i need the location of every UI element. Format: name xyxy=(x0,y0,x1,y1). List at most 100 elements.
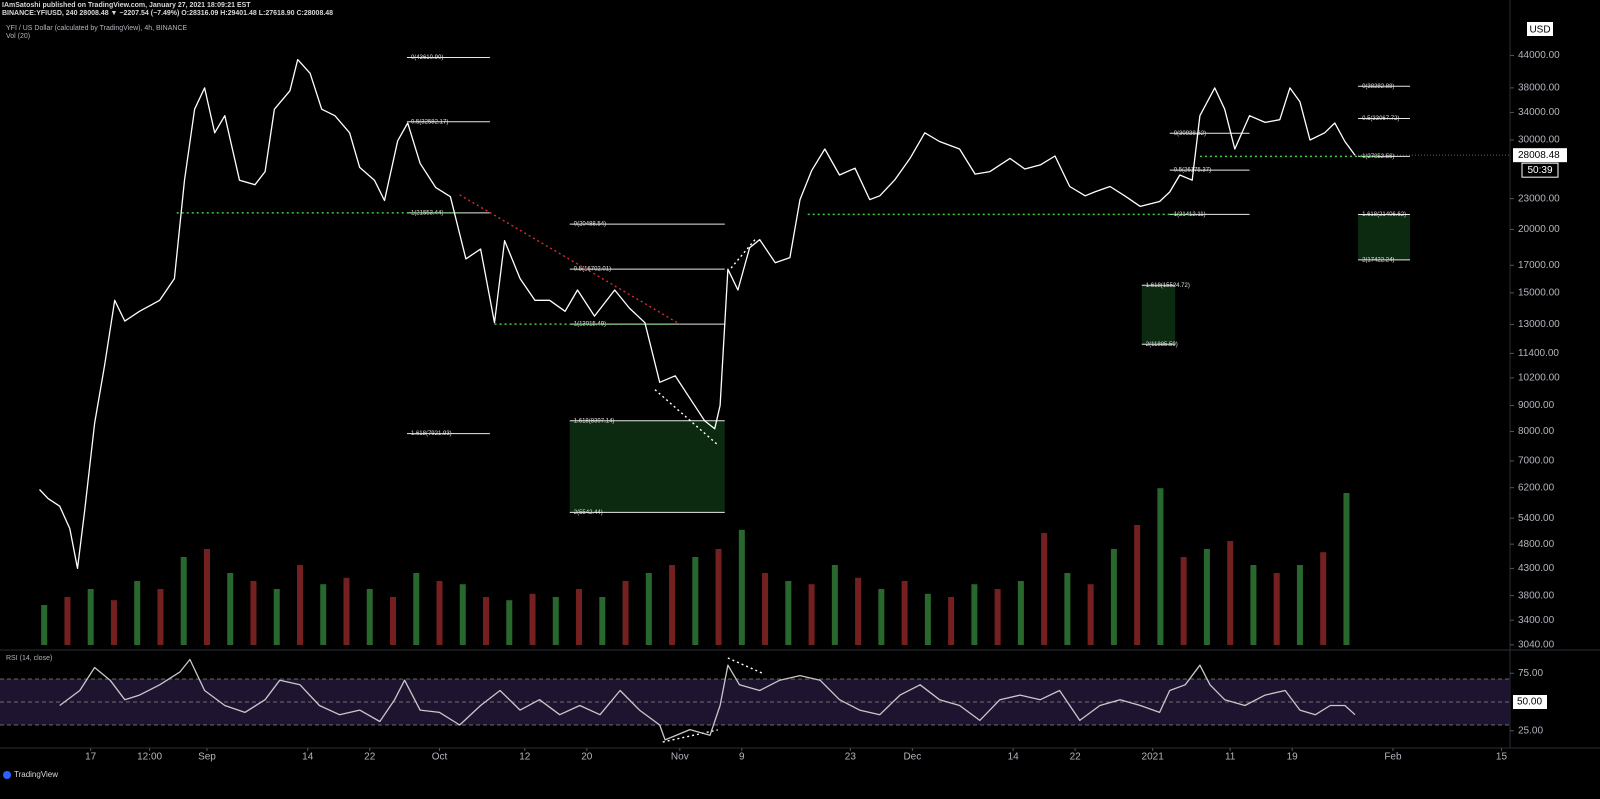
volume-bar xyxy=(762,573,769,645)
countdown-box xyxy=(1521,162,1559,178)
volume-bar xyxy=(413,573,420,645)
volume-bar xyxy=(1180,557,1187,645)
fib-zone xyxy=(1141,285,1176,345)
volume-bar xyxy=(529,593,536,645)
volume-bar xyxy=(180,557,187,645)
x-tick-label: 9 xyxy=(739,752,745,763)
legend-title: YFI / US Dollar (calculated by TradingVi… xyxy=(6,25,187,32)
fib-label: 0(20488.54) xyxy=(574,222,606,228)
x-tick-label: 20 xyxy=(581,752,593,763)
volume-bar xyxy=(994,589,1001,645)
volume-bar xyxy=(971,584,978,645)
fib-label: 0(30938.62) xyxy=(1174,131,1206,137)
y-tick-label: 25.00 xyxy=(1518,725,1543,736)
volume-bar xyxy=(785,581,792,645)
volume-bar xyxy=(878,589,885,645)
volume-bar xyxy=(436,581,443,645)
volume-bar xyxy=(948,597,955,645)
x-tick-label: 23 xyxy=(845,752,857,763)
volume-bar xyxy=(390,597,397,645)
volume-bar xyxy=(320,584,327,645)
y-tick-label: 15000.00 xyxy=(1518,288,1560,299)
x-tick-label: 19 xyxy=(1287,752,1299,763)
volume-bar xyxy=(808,584,815,645)
rsi-current-box xyxy=(1513,695,1547,710)
volume-bar xyxy=(1157,488,1164,645)
volume-bar xyxy=(134,581,141,645)
fib-label: 0(43610.90) xyxy=(411,55,443,61)
volume-bar xyxy=(1343,493,1350,645)
volume-bar xyxy=(1227,541,1234,645)
volume-bar xyxy=(506,600,513,645)
last-price-box xyxy=(1513,148,1567,163)
volume-bar xyxy=(692,557,699,645)
unit-box xyxy=(1527,22,1553,36)
x-tick-label: Dec xyxy=(903,752,921,763)
x-tick-label: 11 xyxy=(1225,752,1236,763)
y-tick-label: 75.00 xyxy=(1518,668,1543,679)
y-tick-label: 6200.00 xyxy=(1518,482,1555,493)
y-tick-label: 13000.00 xyxy=(1518,319,1560,330)
volume-bar xyxy=(296,565,303,645)
y-tick-label: 3800.00 xyxy=(1518,590,1555,601)
volume-bar xyxy=(576,589,583,645)
trendline xyxy=(654,389,719,446)
fib-label: 1.618(15524.72) xyxy=(1146,283,1190,289)
fib-label: 0.5(26175.37) xyxy=(1174,168,1211,174)
x-tick-label: 2021 xyxy=(1142,752,1165,763)
brand: TradingView xyxy=(14,770,58,779)
symbol-line: BINANCE:YFIUSD, 240 28008.48 ▼ −2207.54 … xyxy=(2,10,333,17)
y-tick-label: 38000.00 xyxy=(1518,83,1560,94)
x-tick-label: 14 xyxy=(1008,752,1020,763)
y-tick-label: 34000.00 xyxy=(1518,107,1560,118)
rsi-title: RSI (14, close) xyxy=(6,655,52,662)
volume-bar xyxy=(459,584,466,645)
volume-bar xyxy=(1296,565,1303,645)
volume-bar xyxy=(110,600,117,645)
fib-label: 2(11885.59) xyxy=(1146,342,1178,348)
volume-bar xyxy=(901,581,908,645)
volume-bar xyxy=(1041,533,1048,645)
fib-label: 1.618(21406.62) xyxy=(1362,212,1406,218)
volume-bar xyxy=(1110,549,1117,645)
volume-bar xyxy=(645,573,652,645)
fib-label: 2(5542.44) xyxy=(574,510,603,516)
volume-bar xyxy=(64,597,71,645)
x-tick-label: 22 xyxy=(364,752,376,763)
y-tick-label: 11400.00 xyxy=(1518,348,1559,359)
x-tick-label: 12 xyxy=(519,752,531,763)
y-tick-label: 44000.00 xyxy=(1518,50,1560,61)
volume-bar xyxy=(599,597,606,645)
volume-bar xyxy=(483,597,490,645)
volume-bar xyxy=(1203,549,1210,645)
volume-bar xyxy=(738,529,745,645)
y-tick-label: 17000.00 xyxy=(1518,260,1560,271)
fib-zone xyxy=(1358,214,1411,260)
volume-bar xyxy=(622,581,629,645)
volume-bar xyxy=(250,581,257,645)
x-tick-label: 17 xyxy=(85,752,97,763)
x-tick-label: Feb xyxy=(1384,752,1402,763)
last-price-label: 28008.48 xyxy=(1518,150,1560,161)
x-tick-label: Nov xyxy=(671,752,689,763)
volume-bar xyxy=(41,605,48,645)
rsi-current-label: 50.00 xyxy=(1517,697,1542,708)
x-tick-label: Sep xyxy=(198,752,216,763)
volume-bar xyxy=(203,549,210,645)
fib-label: 2(17422.24) xyxy=(1362,257,1394,263)
x-tick-label: 12:00 xyxy=(137,752,162,763)
volume-bar xyxy=(1134,525,1141,645)
rsi-line xyxy=(59,658,1356,741)
volume-bar xyxy=(157,589,164,645)
volume-bar xyxy=(227,573,234,645)
y-tick-label: 8000.00 xyxy=(1518,426,1555,437)
y-tick-label: 30000.00 xyxy=(1518,135,1560,146)
volume-bar xyxy=(1064,573,1071,645)
volume-bar xyxy=(1320,552,1327,645)
volume-bar xyxy=(1250,565,1257,645)
countdown: 50:39 xyxy=(1527,165,1552,176)
y-tick-label: 3040.00 xyxy=(1518,640,1555,651)
volume-bar xyxy=(1017,581,1024,645)
